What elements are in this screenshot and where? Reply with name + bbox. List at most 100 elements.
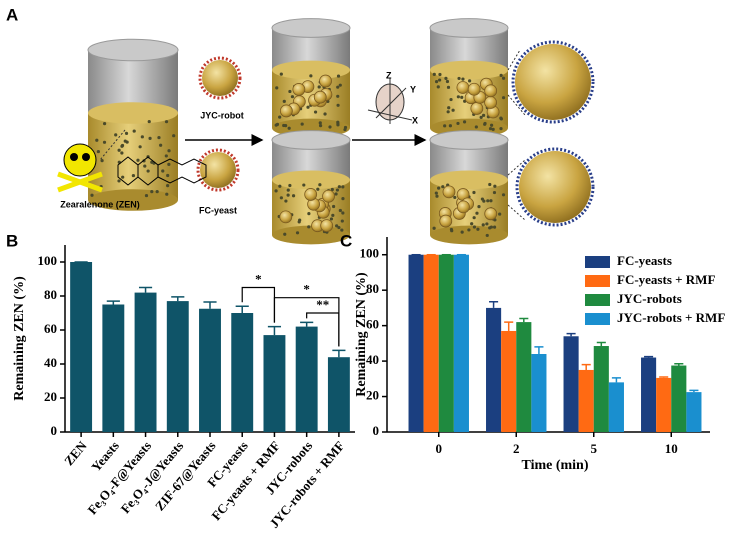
error-bar — [267, 325, 282, 336]
cell — [442, 185, 456, 199]
particle — [278, 184, 282, 188]
particle — [451, 108, 455, 112]
x-tick-label: 5 — [591, 441, 598, 456]
x-tick-label: 0 — [436, 441, 443, 456]
particle — [445, 79, 450, 84]
y-tick-label: 20 — [44, 389, 57, 404]
particle — [467, 228, 471, 232]
particle — [123, 139, 127, 143]
particle — [483, 121, 487, 126]
particle — [124, 131, 129, 136]
bar — [453, 254, 469, 432]
cell — [470, 102, 484, 115]
schematic — [57, 18, 595, 245]
error-bar — [581, 363, 591, 370]
bar — [408, 254, 424, 432]
beaker-bottom — [88, 189, 178, 211]
particle — [274, 189, 278, 193]
particle — [493, 184, 497, 188]
significance-label: * — [303, 282, 310, 297]
particle — [340, 228, 344, 232]
bar — [563, 336, 579, 432]
bar — [102, 304, 125, 432]
particle — [501, 76, 506, 80]
particle — [90, 193, 94, 197]
particle — [302, 183, 306, 187]
particle — [100, 159, 104, 163]
particle — [279, 196, 283, 200]
particle — [492, 190, 497, 195]
particle — [338, 208, 342, 213]
cell — [515, 44, 591, 120]
particle — [288, 183, 292, 188]
cell — [467, 82, 481, 96]
particle — [282, 123, 286, 128]
particle — [437, 186, 441, 190]
particle — [468, 79, 472, 83]
significance-bracket — [306, 312, 340, 347]
error-bar — [332, 349, 346, 358]
particle — [117, 179, 121, 183]
particle — [488, 126, 493, 131]
particle — [492, 225, 497, 229]
particle — [336, 85, 340, 89]
particle — [340, 219, 344, 223]
particle — [121, 175, 125, 179]
particle — [472, 190, 476, 195]
particle — [449, 97, 453, 102]
particle — [341, 185, 345, 189]
particle — [132, 129, 136, 133]
cell — [304, 188, 318, 201]
particle — [336, 123, 340, 127]
particle — [441, 185, 445, 189]
legend-label: FC-yeasts — [617, 253, 672, 268]
cell — [313, 90, 327, 104]
particle — [146, 169, 150, 173]
legend-label: JYC-robots — [617, 291, 682, 306]
particle — [434, 191, 438, 195]
particle — [489, 199, 493, 203]
particle — [491, 127, 495, 131]
particle — [300, 122, 304, 126]
particle — [279, 72, 283, 76]
particle — [157, 135, 161, 140]
y-tick-label: 80 — [44, 287, 57, 302]
particle — [140, 135, 144, 139]
y-tick-label: 0 — [373, 423, 380, 438]
bar — [516, 322, 532, 432]
particle — [136, 158, 140, 162]
liquid-surface — [430, 60, 508, 80]
y-tick-label: 100 — [38, 253, 58, 268]
bar — [423, 254, 439, 432]
particle — [117, 148, 121, 152]
bar — [166, 301, 189, 432]
x-axis-label: Time (min) — [521, 458, 588, 473]
particle — [474, 125, 478, 129]
cell-rim — [196, 148, 240, 192]
particle — [336, 103, 340, 107]
particle — [337, 185, 341, 189]
bar — [608, 382, 624, 432]
cell — [439, 214, 453, 228]
beaker-top — [429, 130, 509, 150]
particle — [460, 95, 464, 99]
cell — [456, 81, 470, 94]
beaker-liquid — [88, 113, 178, 200]
particle — [165, 192, 169, 196]
particle — [164, 120, 169, 124]
particle — [472, 216, 476, 220]
error-bar — [596, 341, 606, 347]
bar — [231, 313, 254, 432]
particle — [446, 85, 451, 89]
beaker-top — [429, 18, 509, 38]
particle — [155, 189, 159, 194]
bar — [656, 377, 672, 432]
particle — [275, 86, 279, 90]
y-tick-label: 80 — [366, 281, 379, 296]
particle — [501, 193, 506, 197]
y-tick-label: 40 — [44, 355, 57, 370]
skull-eye — [82, 153, 90, 161]
particle — [334, 192, 338, 196]
cell — [484, 207, 498, 221]
